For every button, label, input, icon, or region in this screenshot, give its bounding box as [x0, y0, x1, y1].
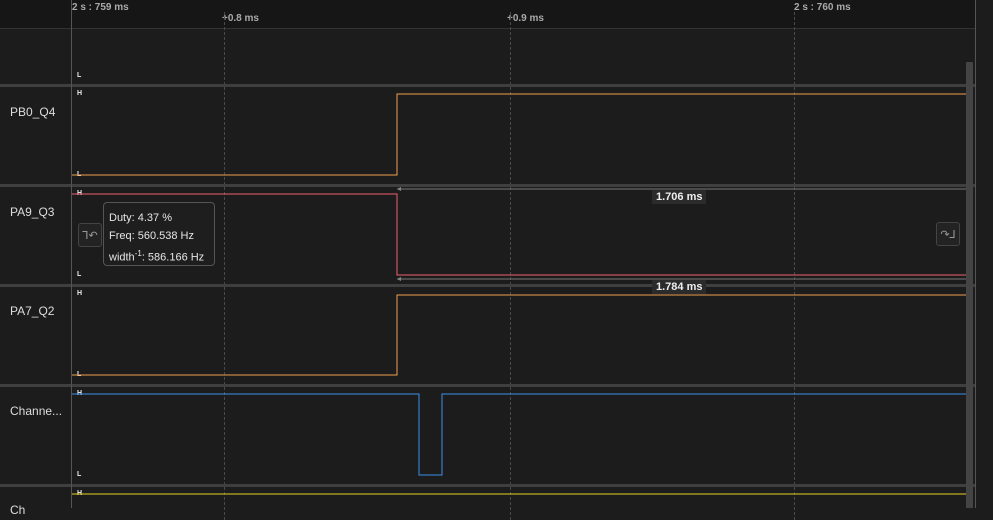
channel-name[interactable]: Channe...: [10, 404, 63, 418]
waveform-pa9: [72, 193, 967, 276]
high-marker: H: [77, 290, 83, 297]
ruler-tick-label: +0.8 ms: [222, 13, 259, 24]
prev-edge-icon[interactable]: ⅂↶: [78, 223, 102, 247]
width-exponent: -1: [134, 249, 142, 258]
channel-name[interactable]: PB0_Q4: [10, 105, 56, 119]
measurement-arrow: [397, 187, 401, 191]
vertical-scrollbar[interactable]: [966, 62, 973, 508]
grid-line: [510, 12, 511, 520]
measurement-label: 1.784 ms: [652, 280, 707, 294]
waveform-pb0: [72, 93, 967, 176]
channel-name[interactable]: PA7_Q2: [10, 304, 55, 318]
channel-label-column: [0, 0, 72, 508]
measurement-label: 1.706 ms: [652, 190, 707, 204]
measurement-arrow: [397, 277, 401, 281]
grid-line: [794, 12, 795, 520]
width-label: width: [109, 251, 135, 264]
freq-text: Freq: 560.538 Hz: [109, 230, 194, 242]
waveform-pa7: [72, 294, 967, 376]
width-value: : 586.166 Hz: [141, 251, 205, 264]
low-marker: L: [77, 471, 82, 478]
channel-row[interactable]: L: [0, 28, 975, 87]
waveform-channel: [72, 393, 967, 476]
duty-text: Duty: 4.37 %: [109, 212, 172, 224]
channel-name[interactable]: PA9_Q3: [10, 205, 55, 219]
panel-border: [975, 0, 976, 508]
measurement-tooltip: Duty: 4.37 % Freq: 560.538 Hz width-1: 5…: [103, 202, 215, 266]
low-marker: L: [77, 72, 82, 79]
ruler-tick-label: +0.9 ms: [507, 13, 544, 24]
time-ruler[interactable]: 2 s : 759 ms +0.8 ms +0.9 ms 2 s : 760 m…: [0, 0, 975, 29]
low-marker: L: [77, 271, 82, 278]
ruler-tick-label: 2 s : 760 ms: [794, 2, 851, 13]
high-marker: H: [77, 90, 83, 97]
waveforms: [72, 93, 967, 495]
ruler-start-label: 2 s : 759 ms: [72, 2, 129, 13]
next-edge-icon[interactable]: ↷⅃: [936, 222, 960, 246]
width-text: width-1: 586.166 Hz: [109, 245, 214, 267]
grid-line: [224, 12, 225, 520]
